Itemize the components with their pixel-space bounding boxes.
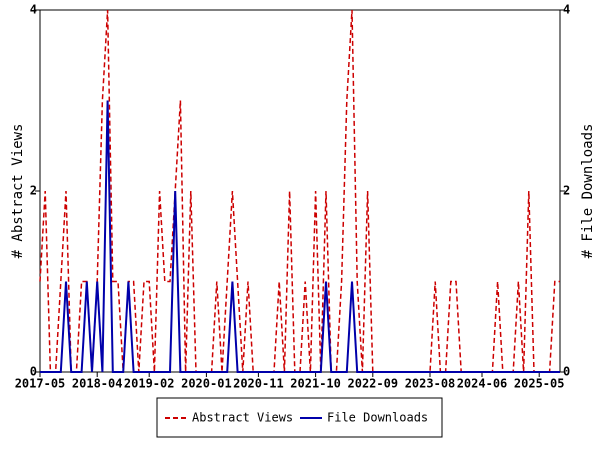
legend-label: Abstract Views xyxy=(192,411,293,425)
y2-tick-label: 0 xyxy=(563,365,570,379)
x-tick-label: 2019-02 xyxy=(124,377,175,391)
y-tick-label: 2 xyxy=(30,184,37,198)
x-tick-label: 2024-06 xyxy=(457,377,508,391)
y-tick-label: 0 xyxy=(30,365,37,379)
x-tick-label: 2017-05 xyxy=(15,377,66,391)
x-tick-label: 2023-08 xyxy=(405,377,456,391)
x-tick-label: 2022-09 xyxy=(348,377,399,391)
legend-box xyxy=(156,397,443,438)
data-line xyxy=(40,100,560,373)
x-tick-label: 2021-10 xyxy=(290,377,341,391)
legend-label: File Downloads xyxy=(327,411,428,425)
plot-frame xyxy=(39,9,561,373)
x-tick-label: 2020-01 xyxy=(181,377,232,391)
data-line xyxy=(39,9,560,373)
y2-axis-label: # File Downloads xyxy=(580,124,596,259)
y-axis-label: # Abstract Views xyxy=(10,124,26,259)
x-tick-label: 2020-11 xyxy=(233,377,284,391)
x-tick-label: 2025-05 xyxy=(514,377,565,391)
y2-tick-label: 4 xyxy=(563,3,570,17)
y2-tick-label: 2 xyxy=(563,184,570,198)
y-tick-label: 4 xyxy=(30,3,37,17)
x-tick-label: 2018-04 xyxy=(72,377,123,391)
